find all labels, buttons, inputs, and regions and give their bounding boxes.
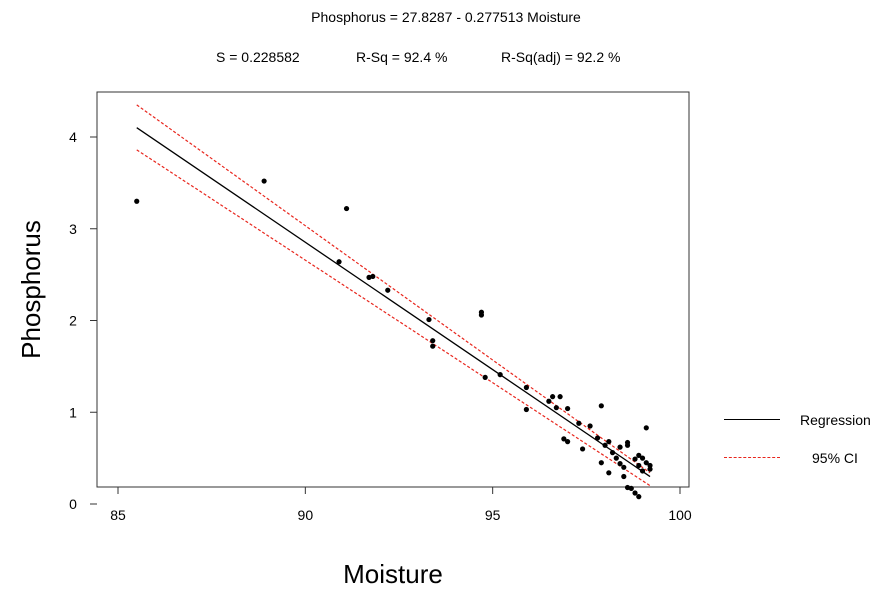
data-point xyxy=(632,490,638,496)
s-stat: S = 0.228582 xyxy=(216,49,300,65)
data-point xyxy=(482,374,488,380)
data-point xyxy=(565,405,571,412)
data-point xyxy=(647,466,653,472)
legend: Regression 95% CI xyxy=(720,410,892,470)
data-point xyxy=(598,460,604,466)
data-point xyxy=(523,406,529,413)
data-point xyxy=(617,461,623,467)
data-point xyxy=(426,316,432,323)
data-point xyxy=(594,435,601,441)
legend-item-ci: 95% CI xyxy=(720,448,892,468)
data-point xyxy=(134,198,140,204)
data-point xyxy=(550,394,556,400)
data-point xyxy=(643,425,649,431)
data-point xyxy=(609,450,616,456)
y-axis-label: Phosphorus xyxy=(16,220,46,359)
stats-row: S = 0.228582 R-Sq = 92.4 % R-Sq(adj) = 9… xyxy=(0,49,892,69)
data-point xyxy=(261,178,267,184)
data-point xyxy=(430,343,436,349)
data-point xyxy=(561,436,567,442)
y-tick-label: 4 xyxy=(69,129,77,145)
ci-upper-line xyxy=(136,104,651,474)
legend-label-regression: Regression xyxy=(800,412,871,428)
data-point xyxy=(621,473,627,480)
data-point xyxy=(639,468,646,474)
y-tick-label: 2 xyxy=(69,313,77,329)
rsq-adj-stat: R-Sq(adj) = 92.2 % xyxy=(501,49,621,65)
y-tick-label: 1 xyxy=(69,404,77,420)
data-point xyxy=(602,442,608,448)
x-tick-label: 90 xyxy=(298,507,314,523)
data-point xyxy=(624,442,631,448)
data-point xyxy=(385,287,391,293)
x-tick-label: 85 xyxy=(110,507,126,523)
data-point xyxy=(478,312,485,318)
data-point xyxy=(546,398,552,404)
ci-lower-line xyxy=(136,149,651,487)
rsq-stat: R-Sq = 92.4 % xyxy=(356,49,448,65)
data-point xyxy=(557,394,563,400)
data-point xyxy=(370,273,376,280)
data-point xyxy=(497,372,503,378)
y-tick-label: 3 xyxy=(69,221,77,237)
data-point xyxy=(587,423,593,429)
x-tick-label: 100 xyxy=(668,507,692,523)
legend-swatch-regression xyxy=(724,419,780,420)
legend-swatch-ci xyxy=(724,457,780,458)
data-point xyxy=(606,439,612,445)
plot-frame xyxy=(96,91,690,488)
legend-label-ci: 95% CI xyxy=(812,450,858,466)
data-point xyxy=(553,405,559,411)
data-point xyxy=(639,455,646,461)
data-point xyxy=(336,259,342,265)
data-point xyxy=(606,470,612,476)
data-point xyxy=(628,485,634,492)
y-tick-label: 0 xyxy=(69,496,77,512)
legend-item-regression: Regression xyxy=(720,410,892,430)
x-axis-label: Moisture xyxy=(343,559,443,589)
data-point xyxy=(565,439,571,445)
data-point xyxy=(343,205,350,212)
x-tick-label: 95 xyxy=(485,507,501,523)
data-point xyxy=(523,384,529,391)
data-point xyxy=(647,462,653,469)
data-point xyxy=(636,452,642,458)
data-point xyxy=(617,444,623,450)
data-point xyxy=(632,456,638,462)
data-point xyxy=(613,455,619,461)
data-point xyxy=(643,460,649,466)
data-point xyxy=(579,446,586,452)
data-point xyxy=(576,420,582,426)
data-point xyxy=(430,338,436,344)
regression-line xyxy=(136,127,651,478)
data-point xyxy=(636,462,642,469)
chart-title: Phosphorus = 27.8287 - 0.277513 Moisture xyxy=(311,9,581,25)
data-point xyxy=(636,494,642,500)
data-point xyxy=(621,464,627,470)
data-point xyxy=(598,403,604,409)
